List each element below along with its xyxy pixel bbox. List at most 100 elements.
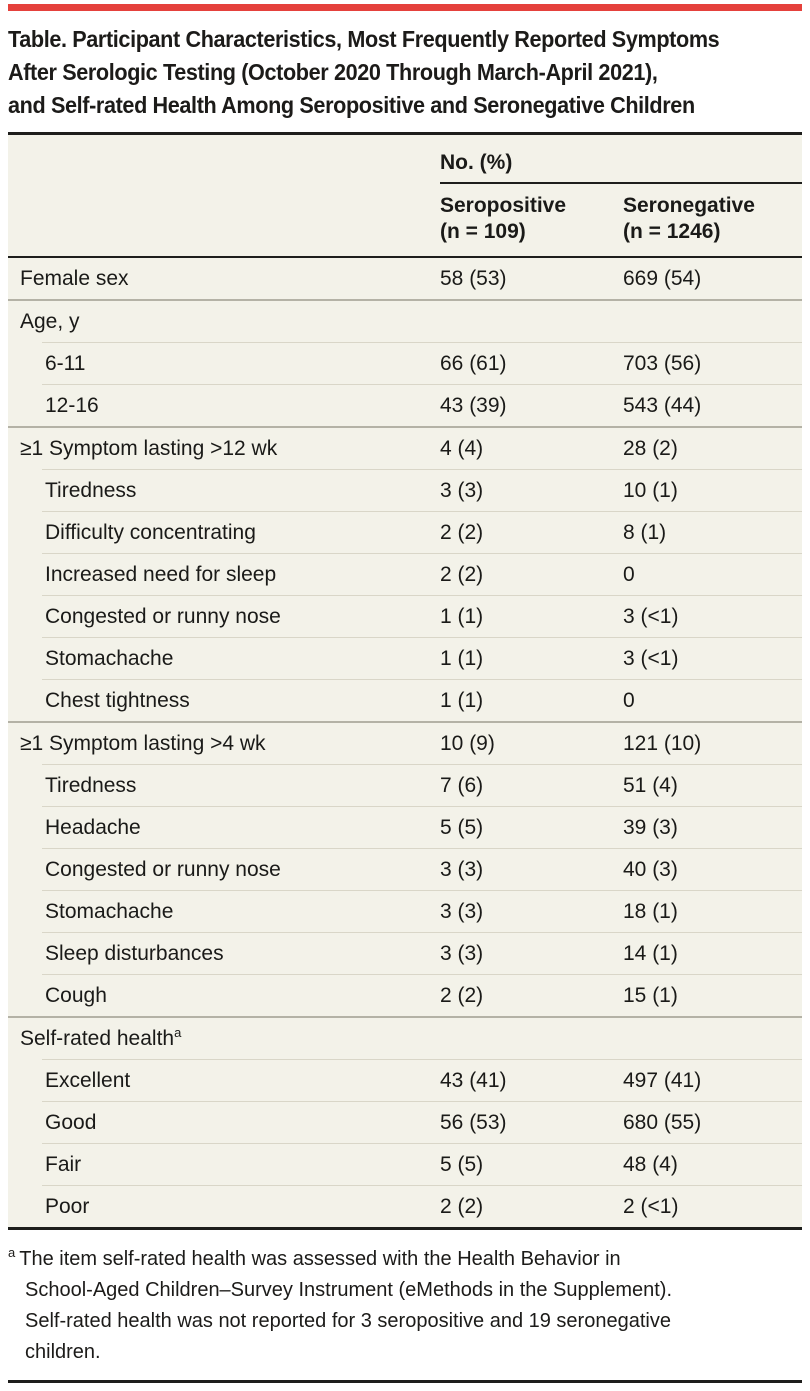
row-label: Self-rated healtha [20,1024,182,1050]
row-value-seronegative: 2 (<1) [623,1194,679,1218]
row-label: Sleep disturbances [45,941,224,965]
column-header-seronegative: Seronegative (n = 1246) [623,193,802,245]
row-label: 6-11 [45,351,86,375]
table-row: Good 56 (53) 680 (55) [8,1102,802,1143]
row-label: Congested or runny nose [45,857,281,881]
table-title-line: and Self-rated Health Among Seropositive… [8,92,695,118]
column-header-line: Seronegative [623,194,755,217]
row-value-seropositive: 3 (3) [440,941,484,965]
table-row: Age, y [8,301,802,342]
row-value-seronegative: 10 (1) [623,478,678,502]
row-value-seropositive: 58 (53) [440,266,507,290]
table-header: No. (%) Seropositive (n = 109) Seronegat… [8,135,802,256]
row-label: ≥1 Symptom lasting >12 wk [20,436,278,460]
table-row: Stomachache 3 (3) 18 (1) [8,891,802,932]
table-row: Female sex 58 (53) 669 (54) [8,258,802,299]
table-row: Congested or runny nose 1 (1) 3 (<1) [8,596,802,637]
row-separator [42,932,802,933]
table-row: Congested or runny nose 3 (3) 40 (3) [8,849,802,890]
row-label: Difficulty concentrating [45,520,256,544]
footnote-line: a The item self-rated health was assessed… [8,1244,802,1275]
section-separator [8,299,802,301]
row-separator [42,342,802,343]
row-separator [42,1059,802,1060]
table-row: Cough 2 (2) 15 (1) [8,975,802,1016]
table-row: ≥1 Symptom lasting >12 wk 4 (4) 28 (2) [8,428,802,469]
row-separator [42,595,802,596]
row-value-seronegative: 543 (44) [623,393,702,417]
row-label: Stomachache [45,646,174,670]
bottom-margin [8,1383,802,1391]
table-row: 12-16 43 (39) 543 (44) [8,385,802,426]
rule-above-footnote [8,1227,802,1230]
row-label: Excellent [45,1068,131,1092]
column-header-seropositive: Seropositive (n = 109) [440,193,623,245]
table-row: Poor 2 (2) 2 (<1) [8,1186,802,1227]
row-separator [42,974,802,975]
table-row: Difficulty concentrating 2 (2) 8 (1) [8,512,802,553]
row-value-seronegative: 3 (<1) [623,604,679,628]
table-row: ≥1 Symptom lasting >4 wk 10 (9) 121 (10) [8,723,802,764]
footnote-text: The item self-rated health was assessed … [19,1248,621,1270]
table-body: Female sex 58 (53) 669 (54) Age, y 6-11 66 (6… [8,258,802,1227]
table-row: Headache 5 (5) 39 (3) [8,807,802,848]
row-value-seropositive: 43 (41) [440,1068,507,1092]
row-value-seropositive: 1 (1) [440,688,484,712]
row-value-seronegative: 51 (4) [623,773,678,797]
spanner-spacer [8,151,440,184]
row-value-seropositive: 43 (39) [440,393,507,417]
row-separator [42,848,802,849]
section-separator [8,721,802,723]
row-value-seropositive: 2 (2) [440,983,484,1007]
row-value-seronegative: 18 (1) [623,899,678,923]
row-value-seronegative: 121 (10) [623,731,702,755]
row-value-seronegative: 703 (56) [623,351,702,375]
row-separator [42,890,802,891]
rule-below-header [8,256,802,258]
row-label: Stomachache [45,899,174,923]
row-label: Headache [45,815,141,839]
row-value-seropositive: 2 (2) [440,520,484,544]
row-value-seropositive: 5 (5) [440,815,484,839]
spanner-row: No. (%) [8,151,802,184]
table-row: Sleep disturbances 3 (3) 14 (1) [8,933,802,974]
table-row: Chest tightness 1 (1) 0 [8,680,802,721]
table-row: Stomachache 1 (1) 3 (<1) [8,638,802,679]
row-value-seronegative: 680 (55) [623,1110,702,1134]
row-value-seronegative: 497 (41) [623,1068,702,1092]
row-separator [42,553,802,554]
row-separator [42,764,802,765]
row-separator [42,1101,802,1102]
footnote-line: Self-rated health was not reported for 3… [25,1310,671,1332]
table-row: Self-rated healtha [8,1018,802,1059]
row-value-seropositive: 56 (53) [440,1110,507,1134]
row-separator [42,806,802,807]
row-label: 12-16 [45,393,99,417]
row-separator [42,469,802,470]
row-label: Female sex [20,266,129,290]
table-row: 6-11 66 (61) 703 (56) [8,343,802,384]
row-value-seropositive: 3 (3) [440,857,484,881]
row-value-seropositive: 4 (4) [440,436,484,460]
column-headers: Seropositive (n = 109) Seronegative (n =… [8,184,802,256]
row-separator [42,1143,802,1144]
table-title-line: After Serologic Testing (October 2020 Th… [8,59,658,85]
row-label: Good [45,1110,97,1134]
footnote-line: School-Aged Children–Survey Instrument (… [25,1279,673,1301]
row-value-seropositive: 7 (6) [440,773,484,797]
row-value-seropositive: 2 (2) [440,562,484,586]
row-value-seropositive: 3 (3) [440,478,484,502]
row-separator [42,637,802,638]
row-value-seronegative: 39 (3) [623,815,678,839]
row-value-seronegative: 8 (1) [623,520,667,544]
row-label: Fair [45,1152,82,1176]
row-value-seronegative: 15 (1) [623,983,678,1007]
table-row: Tiredness 3 (3) 10 (1) [8,470,802,511]
row-label: ≥1 Symptom lasting >4 wk [20,731,266,755]
footnote: a The item self-rated health was assessed… [8,1230,802,1380]
row-label: Chest tightness [45,688,190,712]
row-label: Increased need for sleep [45,562,277,586]
row-value-seronegative: 28 (2) [623,436,678,460]
row-value-seronegative: 669 (54) [623,266,702,290]
table-row: Tiredness 7 (6) 51 (4) [8,765,802,806]
